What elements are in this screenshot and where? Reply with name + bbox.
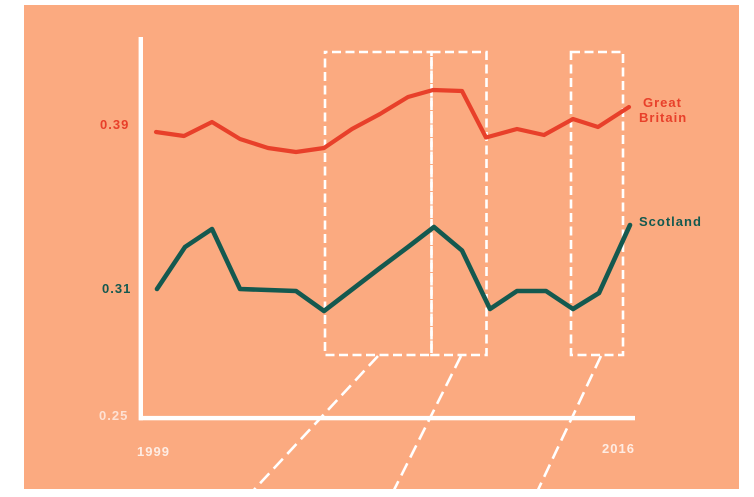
svg-text:2016: 2016: [602, 441, 635, 456]
svg-text:0.39: 0.39: [100, 117, 129, 132]
svg-text:0.31: 0.31: [102, 281, 131, 296]
svg-text:Britain: Britain: [639, 110, 687, 125]
svg-text:0.25: 0.25: [99, 408, 128, 423]
svg-text:1999: 1999: [137, 444, 170, 459]
svg-text:Great: Great: [643, 95, 682, 110]
svg-text:Scotland: Scotland: [639, 214, 702, 229]
